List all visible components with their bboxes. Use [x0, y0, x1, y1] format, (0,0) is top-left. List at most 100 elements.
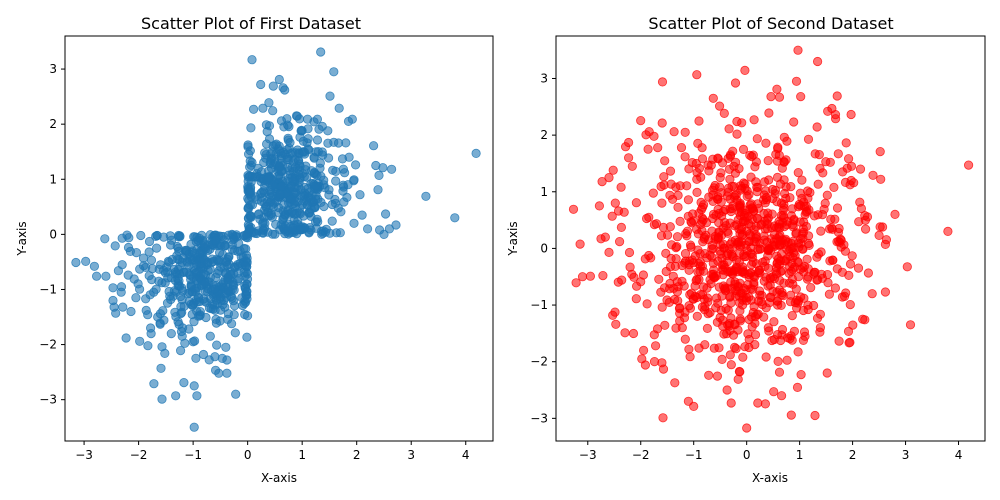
data-point [755, 244, 765, 254]
data-point [189, 422, 199, 432]
x-tick-label: −3 [579, 448, 597, 462]
data-point [258, 217, 268, 227]
data-point [777, 330, 787, 340]
data-point [685, 352, 695, 362]
data-point [275, 189, 285, 199]
data-point [722, 385, 732, 395]
data-point [610, 198, 620, 208]
data-point [744, 190, 754, 200]
data-point [223, 285, 233, 295]
data-point [644, 212, 654, 222]
data-point [738, 144, 749, 154]
data-point [747, 151, 757, 162]
data-point [648, 188, 658, 198]
data-point [328, 165, 338, 175]
data-point [802, 254, 812, 264]
data-point [286, 182, 296, 192]
data-point [847, 251, 857, 261]
data-point [813, 179, 823, 189]
data-point [853, 263, 864, 273]
x-tick-label: −1 [184, 448, 202, 462]
data-point [619, 207, 629, 217]
data-point [774, 275, 785, 285]
data-point [179, 377, 189, 388]
data-point [471, 148, 481, 158]
data-point [321, 224, 331, 234]
data-point [157, 394, 167, 404]
data-point [338, 164, 348, 174]
data-point [262, 127, 272, 137]
data-point [793, 168, 803, 178]
data-point [166, 328, 176, 339]
y-tick-label: −2 [39, 338, 57, 352]
data-point [787, 310, 797, 321]
data-point [268, 81, 278, 91]
data-point [211, 318, 221, 328]
data-point [600, 232, 610, 242]
data-point [698, 266, 709, 276]
x-tick-label: 1 [796, 448, 804, 462]
y-tick-label: 2 [49, 117, 57, 131]
data-point [725, 350, 735, 360]
data-point [759, 235, 770, 245]
data-point [604, 247, 614, 257]
data-point [705, 307, 715, 318]
data-point [673, 296, 683, 306]
data-point [693, 138, 703, 148]
data-point [323, 153, 334, 163]
data-point [763, 156, 773, 166]
data-point [627, 269, 637, 279]
y-tick-label: 0 [540, 241, 548, 255]
data-point [795, 264, 806, 274]
data-point [845, 180, 855, 190]
data-point [772, 156, 783, 166]
data-point [217, 353, 227, 363]
data-point [774, 216, 784, 227]
data-point [729, 266, 739, 276]
data-point [327, 199, 337, 210]
data-point [725, 204, 735, 214]
data-point [832, 237, 842, 247]
data-point [750, 339, 760, 350]
data-point [789, 117, 799, 127]
data-point [691, 224, 702, 234]
data-point [126, 306, 136, 317]
data-point [718, 265, 728, 275]
data-point [350, 160, 361, 170]
data-point [290, 196, 300, 206]
data-point [772, 287, 782, 297]
data-point [374, 225, 385, 235]
data-point [768, 193, 778, 204]
data-point [652, 324, 663, 334]
data-point [594, 201, 605, 211]
y-tick-label: −2 [530, 355, 548, 369]
data-point [189, 381, 199, 391]
data-point [770, 185, 781, 195]
data-point [786, 290, 796, 300]
data-point [181, 247, 191, 257]
data-point [675, 216, 685, 226]
x-axis-label: X-axis [752, 471, 788, 485]
data-point [231, 389, 241, 399]
data-point [680, 127, 690, 137]
data-point [227, 240, 237, 250]
data-point [146, 328, 156, 339]
plot-frame [64, 35, 494, 442]
data-point [671, 323, 681, 333]
data-point [735, 314, 745, 324]
data-point [349, 218, 359, 228]
data-point [798, 335, 809, 345]
data-point [280, 229, 290, 239]
y-tick-label: 0 [49, 227, 57, 241]
data-point [157, 278, 167, 288]
data-point [692, 274, 702, 284]
data-point [777, 265, 787, 276]
data-point [759, 177, 770, 187]
data-point [167, 254, 177, 265]
data-point [669, 127, 679, 137]
data-point [767, 209, 777, 219]
data-point [671, 254, 681, 264]
data-point [135, 336, 145, 346]
y-tick-label: 2 [540, 128, 548, 142]
data-point [707, 269, 717, 280]
